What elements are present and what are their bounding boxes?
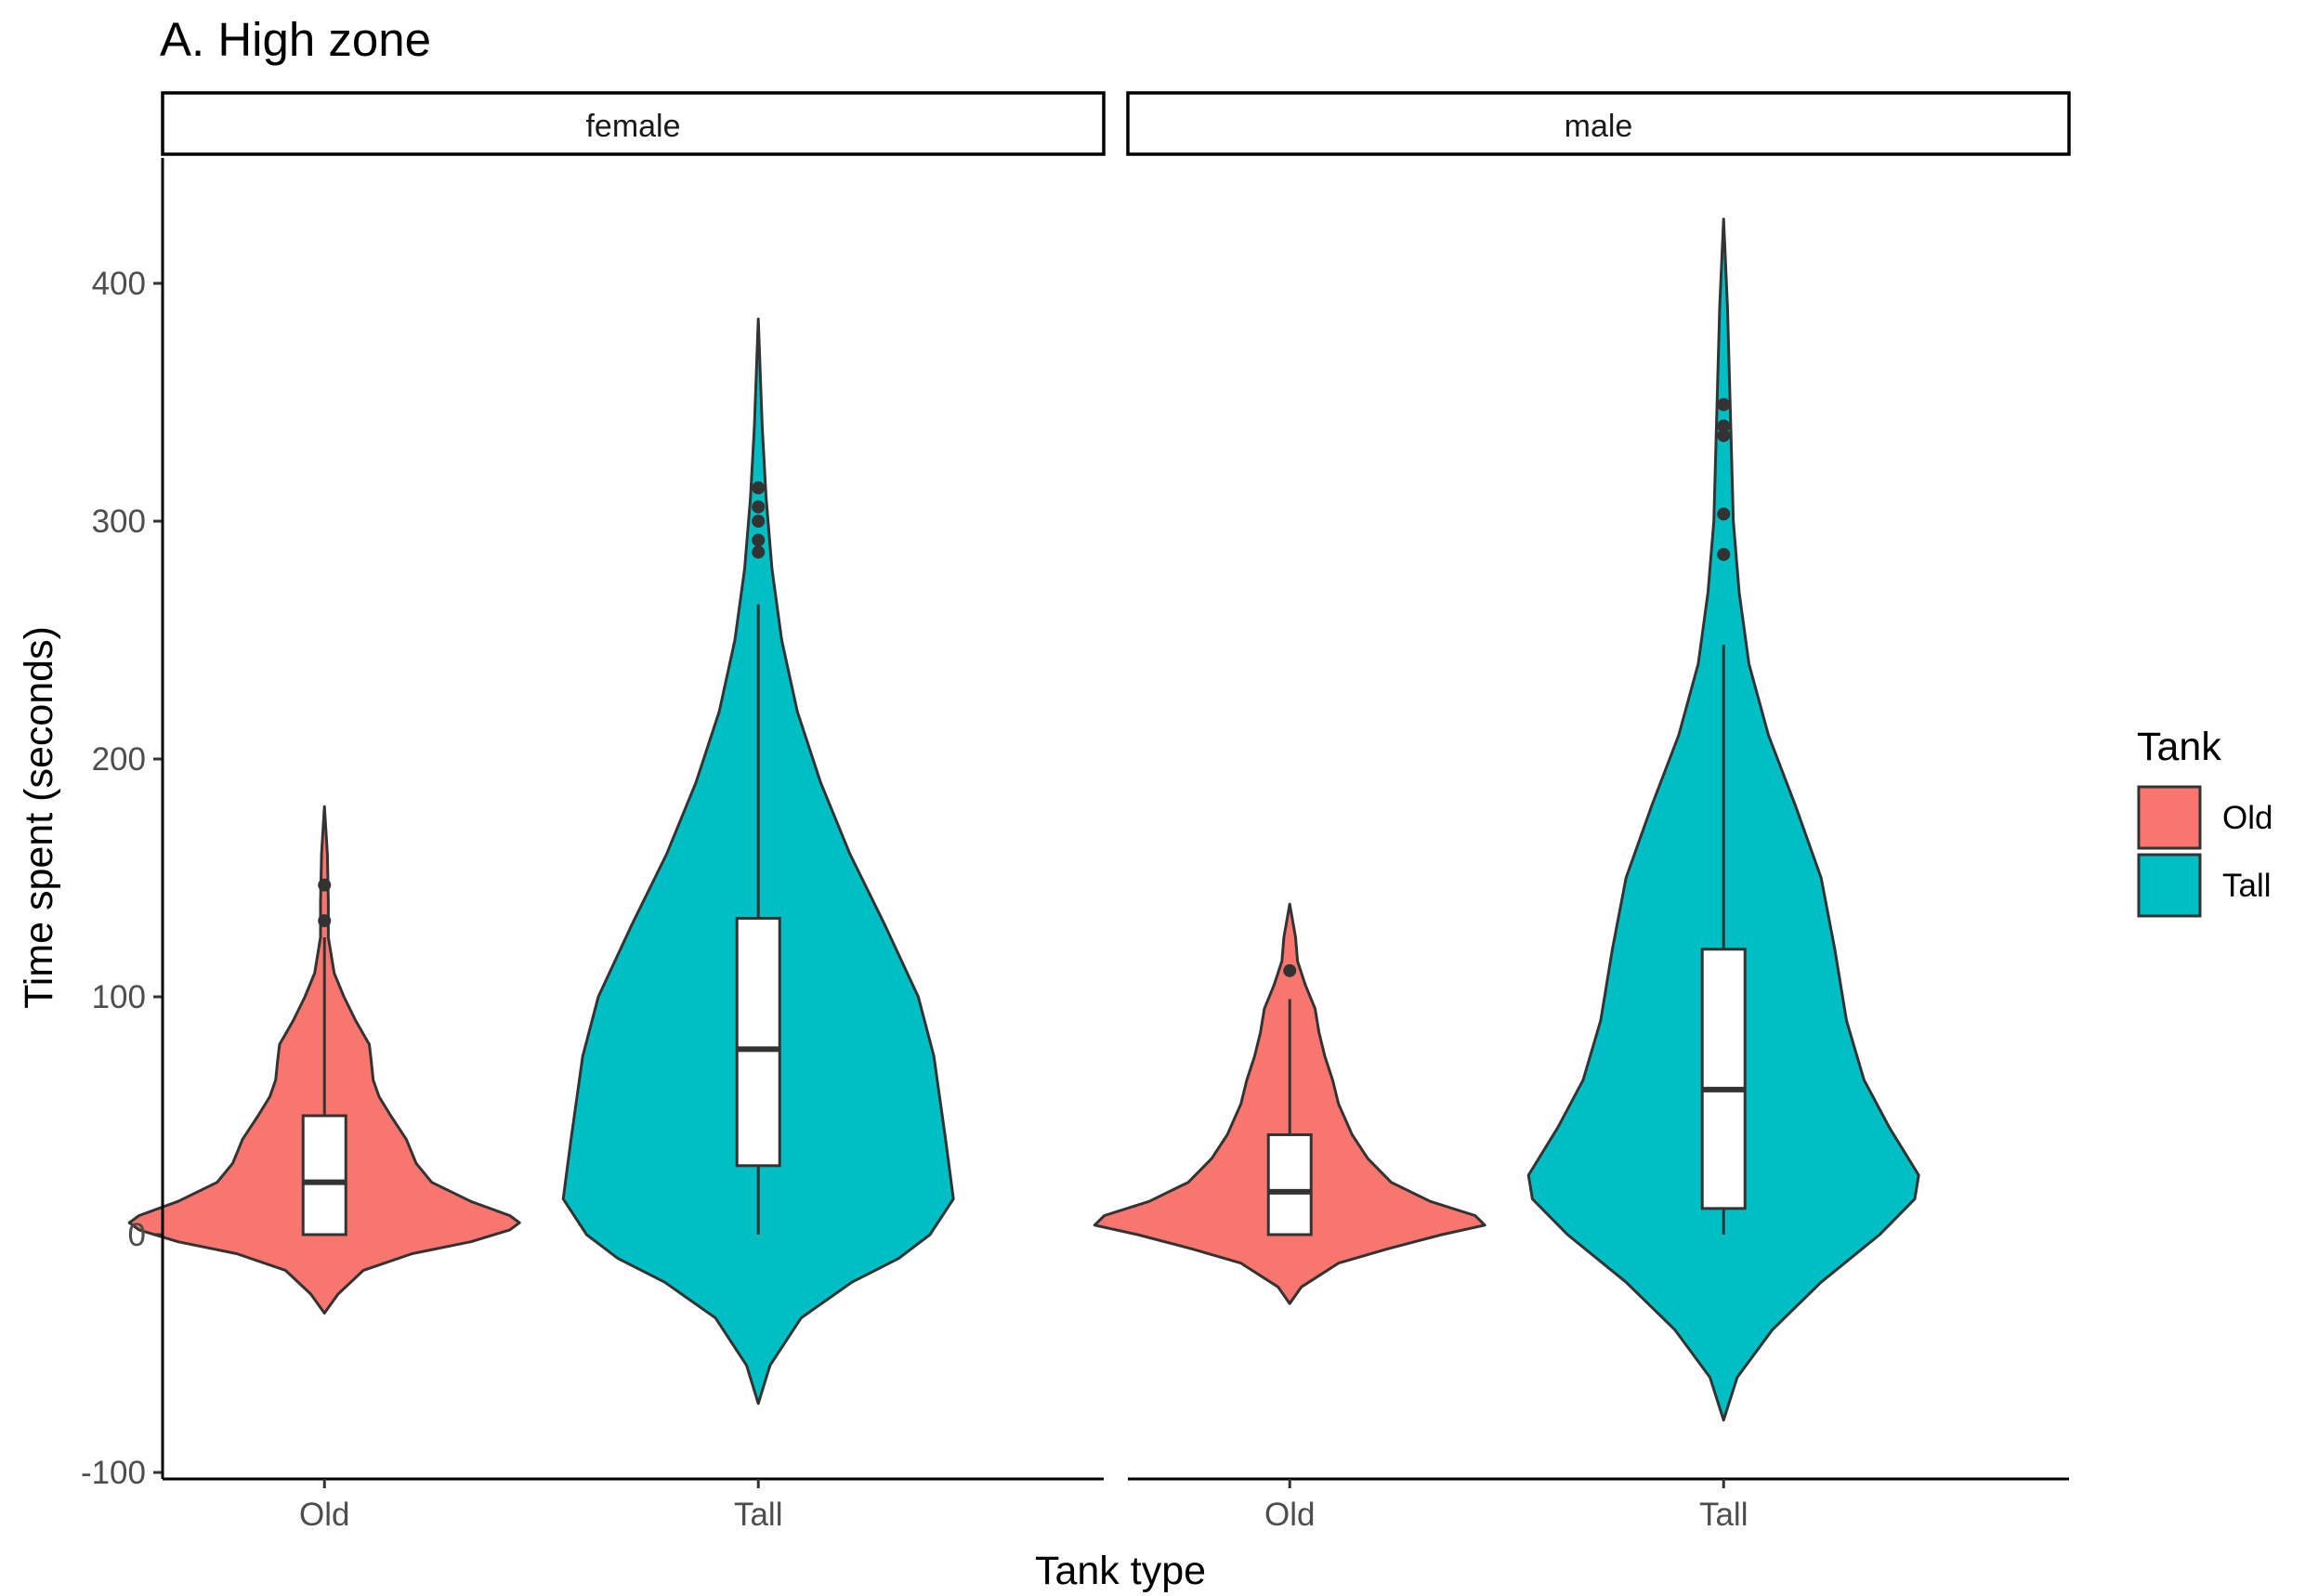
outlier-point <box>1717 419 1731 433</box>
x-tick-label: Old <box>1264 1497 1315 1533</box>
legend-label-tall: Tall <box>2222 868 2272 904</box>
y-tick-label: 100 <box>92 979 146 1015</box>
facet-panel-female: female Old Tall <box>127 91 1106 1533</box>
chart-title: A. High zone <box>160 13 431 66</box>
box-iqr <box>1266 1132 1313 1236</box>
outlier-point <box>752 533 766 547</box>
facet-strip-label: female <box>585 109 680 144</box>
y-tick-label: -100 <box>81 1455 146 1491</box>
outlier-point <box>752 515 766 528</box>
box-iqr <box>301 1114 347 1236</box>
legend: Tank Old Tall <box>2137 725 2272 918</box>
legend-key-old <box>2137 785 2202 850</box>
outlier-point <box>752 545 766 559</box>
x-axis-label: Tank type <box>1035 1549 1206 1593</box>
legend-label-old: Old <box>2222 800 2272 836</box>
box-iqr <box>1700 948 1747 1210</box>
x-tick-label: Tall <box>734 1497 783 1533</box>
facet-strip <box>1126 91 2071 156</box>
y-tick-label: 0 <box>128 1217 146 1253</box>
facet-strip-label: male <box>1565 109 1633 144</box>
outlier-point <box>1717 507 1731 521</box>
box-iqr <box>735 917 781 1168</box>
x-tick-label: Tall <box>1699 1497 1748 1533</box>
outlier-point <box>752 481 766 495</box>
x-tick-label: Old <box>299 1497 349 1533</box>
y-axis-label: Time spent (seconds) <box>17 626 61 1009</box>
outlier-point <box>1717 428 1731 442</box>
legend-key-tall <box>2137 853 2202 918</box>
y-tick-label: 200 <box>92 741 146 778</box>
outlier-point <box>1283 963 1297 977</box>
outlier-point <box>1717 547 1731 561</box>
facet-strip <box>161 91 1106 156</box>
facet-panel-male: male Old Tall <box>1093 91 2071 1533</box>
outlier-point <box>318 914 332 928</box>
outlier-point <box>318 878 332 892</box>
y-tick-label: 300 <box>92 504 146 540</box>
legend-title: Tank <box>2137 725 2221 769</box>
y-tick-label: 400 <box>92 266 146 302</box>
outlier-point <box>1717 398 1731 412</box>
outlier-point <box>752 500 766 514</box>
